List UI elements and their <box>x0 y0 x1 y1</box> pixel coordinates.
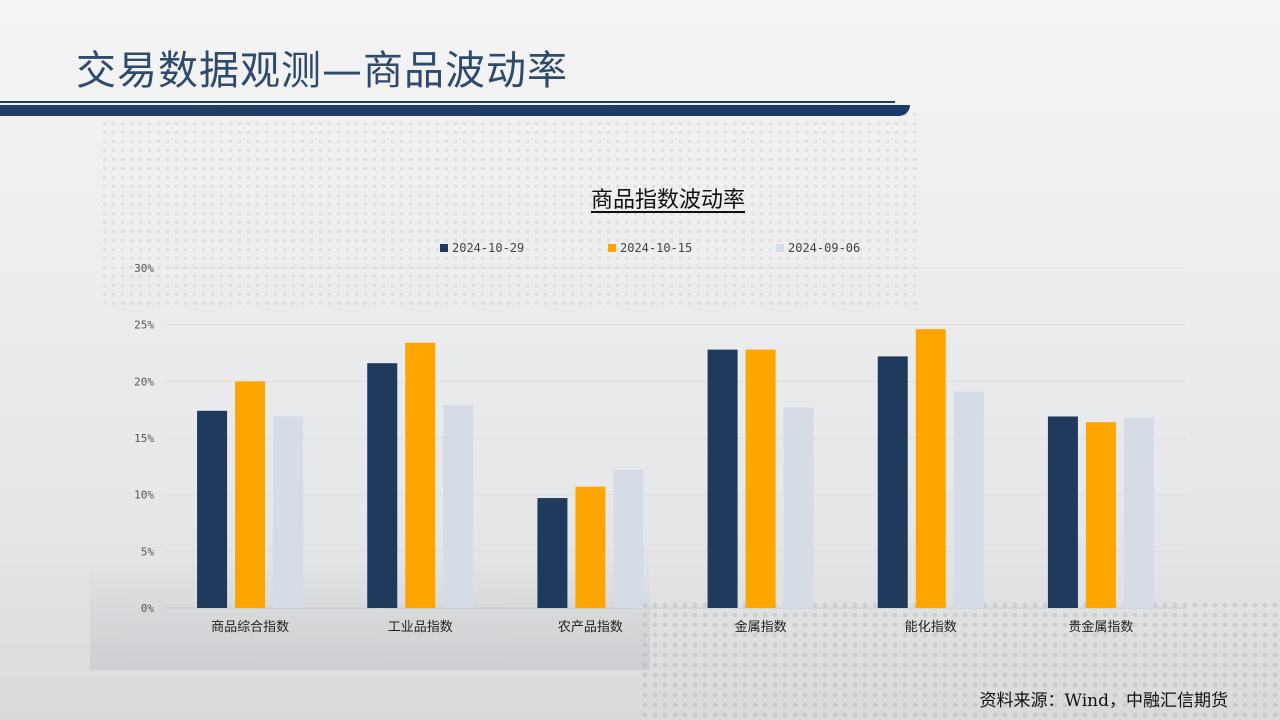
bar <box>613 469 644 608</box>
source-note: 资料来源：Wind，中融汇信期货 <box>979 691 1228 711</box>
x-tick-label: 农产品指数 <box>558 620 623 635</box>
bar <box>707 349 738 608</box>
x-tick-label: 能化指数 <box>905 620 957 635</box>
bar <box>953 391 984 608</box>
y-tick-label: 20% <box>134 375 154 388</box>
chart-title: 商品指数波动率 <box>590 188 745 213</box>
legend-swatch-2 <box>608 244 616 252</box>
legend-label-1: 2024-10-29 <box>452 241 525 255</box>
legend-label-2: 2024-10-15 <box>620 241 693 255</box>
bar <box>1047 416 1078 608</box>
y-tick-label: 5% <box>141 545 155 558</box>
bar <box>915 329 946 608</box>
bar <box>405 342 436 608</box>
x-tick-label: 金属指数 <box>735 619 787 635</box>
legend-item-series-2: 2024-10-15 <box>608 241 692 255</box>
bar <box>877 356 908 608</box>
bar <box>367 363 398 608</box>
bar <box>1123 417 1154 608</box>
y-tick-label: 10% <box>134 489 154 502</box>
bar <box>273 416 304 608</box>
y-tick-label: 15% <box>134 432 154 445</box>
bar <box>197 410 228 608</box>
title-bar <box>0 105 910 116</box>
slide-title: 交易数据观测—商品波动率 <box>76 48 568 94</box>
world-map-background <box>100 110 920 310</box>
y-tick-label: 0% <box>141 602 155 615</box>
bar <box>1085 422 1116 608</box>
x-tick-label: 工业品指数 <box>388 620 453 635</box>
x-tick-label: 商品综合指数 <box>211 620 289 635</box>
bar <box>537 498 568 608</box>
legend-swatch-3 <box>776 244 784 252</box>
title-underline <box>0 101 895 103</box>
bar <box>443 405 474 608</box>
dot-pattern-background <box>640 600 1280 720</box>
x-tick-label: 贵金属指数 <box>1068 619 1133 635</box>
legend-label-3: 2024-09-06 <box>788 241 861 255</box>
y-tick-label: 30% <box>134 262 154 275</box>
bar <box>745 349 776 608</box>
bar <box>235 381 266 608</box>
legend-swatch-1 <box>440 244 448 252</box>
bar <box>783 407 814 608</box>
legend-item-series-3: 2024-09-06 <box>776 241 860 255</box>
legend-item-series-1: 2024-10-29 <box>440 241 524 255</box>
bar <box>575 486 606 608</box>
y-tick-label: 25% <box>134 319 154 332</box>
